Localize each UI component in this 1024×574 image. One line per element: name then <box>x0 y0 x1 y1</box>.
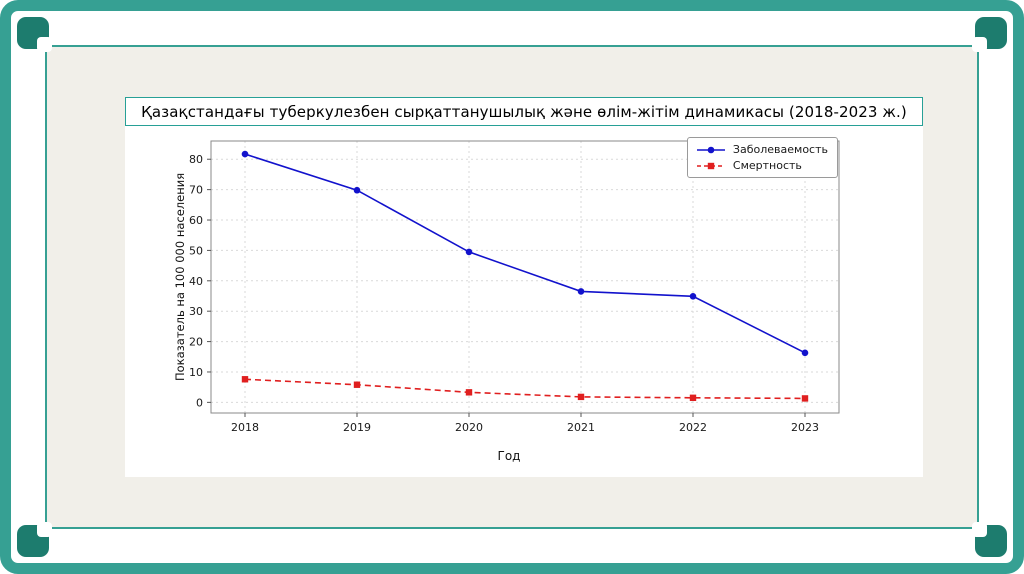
x-axis-label: Год <box>497 449 521 463</box>
svg-text:60: 60 <box>189 214 203 227</box>
incidence-line-swatch <box>696 146 725 153</box>
svg-text:0: 0 <box>196 396 203 409</box>
svg-text:2020: 2020 <box>455 421 483 434</box>
svg-text:20: 20 <box>189 336 203 349</box>
mortality-line-swatch <box>696 162 725 169</box>
series-1 <box>241 376 809 402</box>
chart-figure: Қазақстандағы туберкулезбен сырқаттанушы… <box>125 97 923 477</box>
corner-ornament-bottom-right <box>972 522 1007 557</box>
legend-label-incidence: Заболеваемость <box>732 143 828 156</box>
tick-marks <box>207 158 806 417</box>
slide-body: Қазақстандағы туберкулезбен сырқаттанушы… <box>45 45 979 529</box>
svg-text:10: 10 <box>189 366 203 379</box>
corner-ornament-top-left <box>17 17 52 52</box>
chart-title: Қазақстандағы туберкулезбен сырқаттанушы… <box>141 102 907 121</box>
legend-item-incidence: Заболеваемость <box>695 143 828 156</box>
series-0 <box>241 150 809 357</box>
chart-title-box: Қазақстандағы туберкулезбен сырқаттанушы… <box>125 97 923 126</box>
svg-text:80: 80 <box>189 153 203 166</box>
svg-text:2018: 2018 <box>231 421 259 434</box>
svg-text:50: 50 <box>189 244 203 257</box>
line-chart: 0 10 20 30 40 50 60 70 80 2018 2019 2020 2021 2022 202… <box>189 140 840 434</box>
svg-text:40: 40 <box>189 275 203 288</box>
svg-text:70: 70 <box>189 184 203 197</box>
svg-text:30: 30 <box>189 305 203 318</box>
tick-labels: 0 10 20 30 40 50 60 70 80 2018 2019 2020 2021 2022 202… <box>189 153 819 434</box>
svg-text:2019: 2019 <box>343 421 371 434</box>
gridlines <box>211 141 839 413</box>
chart-legend: Заболеваемость Смертность <box>686 137 838 178</box>
legend-label-mortality: Смертность <box>732 159 802 172</box>
svg-text:2023: 2023 <box>791 421 819 434</box>
corner-ornament-top-right <box>972 17 1007 52</box>
svg-text:2021: 2021 <box>567 421 595 434</box>
svg-text:2022: 2022 <box>679 421 707 434</box>
legend-item-mortality: Смертность <box>695 159 828 172</box>
corner-ornament-bottom-left <box>17 522 52 557</box>
